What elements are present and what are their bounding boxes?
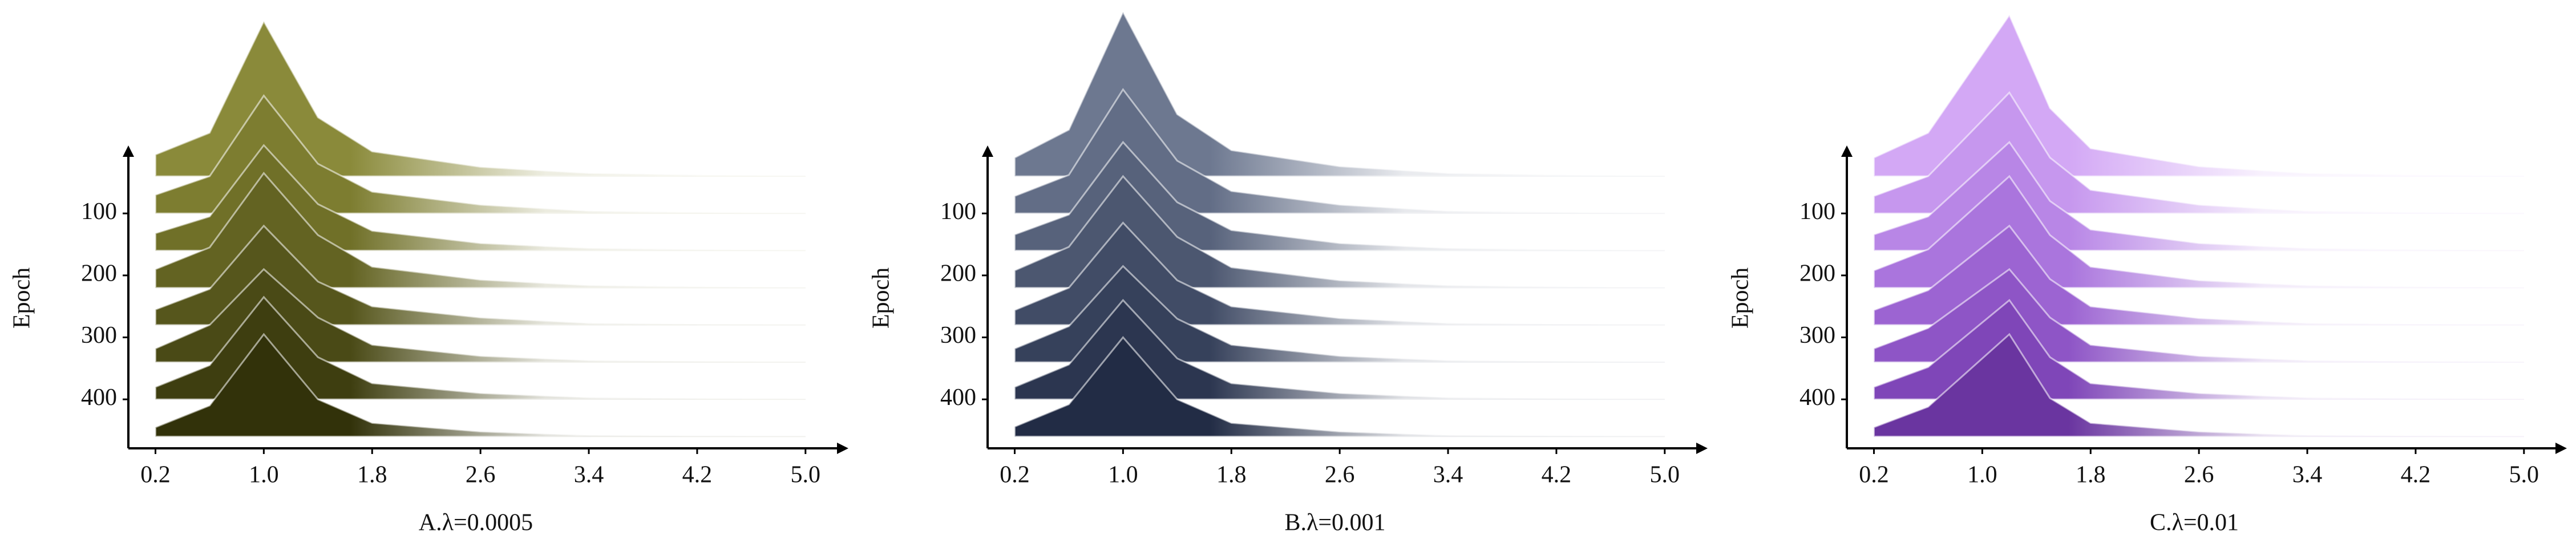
ridge-area	[1873, 175, 2524, 289]
chart-caption: A.λ=0.0005	[419, 510, 533, 536]
ridge-area	[1013, 221, 1665, 326]
y-axis-label: Epoch	[9, 268, 35, 329]
y-tick-label: 300	[940, 322, 976, 349]
x-tick-label: 2.6	[466, 462, 496, 488]
x-tick-label: 5.0	[791, 462, 821, 488]
ridge-area	[1013, 299, 1665, 400]
x-tick-label: 1.0	[249, 462, 279, 488]
x-tick-label: 1.8	[357, 462, 387, 488]
ridge-area	[154, 224, 806, 326]
panel: 0.2 1.0 1.8 2.6 3.4 4.2 5.0 100 200 300 400 Epoch C.…	[1728, 13, 2567, 536]
ridge-area	[154, 268, 806, 363]
y-tick-label: 200	[81, 260, 117, 286]
ridge-area	[1873, 299, 2524, 400]
chart-caption: B.λ=0.001	[1284, 510, 1385, 536]
y-tick-label: 300	[1799, 322, 1835, 349]
ridge-area	[1013, 175, 1665, 289]
y-tick-label: 200	[940, 260, 976, 286]
x-tick-label: 5.0	[2509, 462, 2539, 488]
ridge-area	[1013, 336, 1665, 437]
y-axis-label: Epoch	[1728, 268, 1754, 329]
chart-caption: C.λ=0.01	[2150, 510, 2239, 536]
x-tick-label: 4.2	[682, 462, 713, 488]
y-tick-label: 400	[81, 384, 117, 411]
y-tick-label: 100	[940, 198, 976, 225]
x-tick-label: 0.2	[1000, 462, 1030, 488]
panel: 0.2 1.0 1.8 2.6 3.4 4.2 5.0 100 200 300 400 Epoch A.…	[9, 19, 848, 536]
x-tick-label: 4.2	[1542, 462, 1572, 488]
y-tick-label: 400	[940, 384, 976, 411]
y-tick-label: 300	[81, 322, 117, 349]
ridge-area	[1013, 140, 1665, 252]
ridge-area	[1013, 10, 1665, 177]
panel: 0.2 1.0 1.8 2.6 3.4 4.2 5.0 100 200 300 400 Epoch B.…	[868, 10, 1708, 536]
x-tick-label: 4.2	[2401, 462, 2431, 488]
y-tick-label: 100	[81, 198, 117, 225]
y-axis-label: Epoch	[868, 268, 895, 329]
x-tick-label: 2.6	[2184, 462, 2214, 488]
x-tick-label: 1.8	[1216, 462, 1247, 488]
x-tick-label: 0.2	[1859, 462, 1889, 488]
x-tick-label: 3.4	[2292, 462, 2323, 488]
x-tick-label: 0.2	[140, 462, 171, 488]
ridge-area	[154, 172, 806, 289]
ridge-area	[1013, 88, 1665, 214]
y-tick-label: 200	[1799, 260, 1835, 286]
ridge-area	[154, 94, 806, 214]
x-tick-label: 3.4	[574, 462, 604, 488]
ridge-area	[1013, 265, 1665, 363]
x-tick-label: 5.0	[1650, 462, 1680, 488]
x-tick-label: 1.0	[1967, 462, 1997, 488]
y-tick-label: 400	[1799, 384, 1835, 411]
ridge-area	[154, 19, 806, 177]
x-tick-label: 2.6	[1325, 462, 1355, 488]
ridge-area	[154, 295, 806, 400]
ridge-area	[154, 333, 806, 437]
ridge-area	[1873, 333, 2524, 437]
x-tick-label: 1.8	[2076, 462, 2106, 488]
y-tick-label: 100	[1799, 198, 1835, 225]
x-tick-label: 1.0	[1108, 462, 1138, 488]
x-tick-label: 3.4	[1433, 462, 1463, 488]
ridge-area	[154, 144, 806, 252]
